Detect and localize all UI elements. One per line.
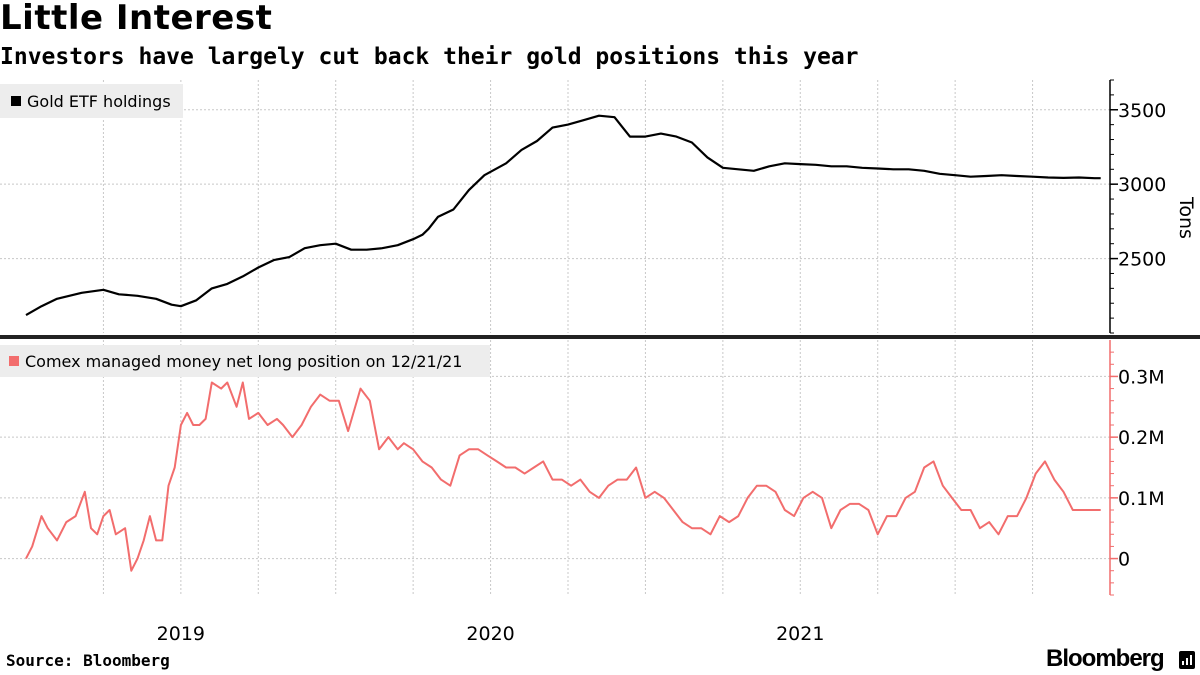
y-tick-label: 2500 — [1118, 249, 1166, 271]
y-tick-label: 0.3M — [1118, 366, 1165, 388]
series-layer — [25, 114, 1101, 572]
source-note: Source: Bloomberg — [6, 651, 170, 670]
legend-label-comex: Comex managed money net long position on… — [25, 352, 462, 371]
legend-box-bottom — [0, 345, 490, 377]
series-line-comex-net-long — [25, 381, 1101, 572]
legend-swatch-gold-etf — [11, 96, 21, 106]
legend-swatch-comex — [9, 356, 19, 366]
y-tick-label: 3000 — [1118, 174, 1166, 196]
grid-layer — [0, 80, 1110, 595]
chart-subtitle: Investors have largely cut back their go… — [0, 44, 859, 70]
panel-divider — [0, 335, 1200, 339]
y-tick-label: 0.1M — [1118, 488, 1165, 510]
y-axis-label-tons: Tons — [1175, 196, 1197, 239]
bloomberg-terminal-icon — [1179, 651, 1195, 669]
chart-title: Little Interest — [0, 0, 273, 38]
legend-box-top — [0, 84, 183, 118]
legend-label-gold-etf: Gold ETF holdings — [27, 92, 171, 111]
brand-logo: Bloomberg — [1046, 645, 1165, 672]
x-tick-label: 2021 — [776, 623, 824, 645]
x-tick-label: 2019 — [157, 623, 205, 645]
x-tick-label: 2020 — [466, 623, 514, 645]
series-line-gold-etf-holdings — [25, 114, 1101, 317]
y-tick-label: 0 — [1118, 549, 1130, 571]
y-tick-label: 0.2M — [1118, 427, 1165, 449]
axes-layer: 2500 3000 3500 0 0.1M 0.2M 0.3M 2019 2020 2021 — [157, 79, 1166, 645]
y-tick-label: 3500 — [1118, 100, 1166, 122]
